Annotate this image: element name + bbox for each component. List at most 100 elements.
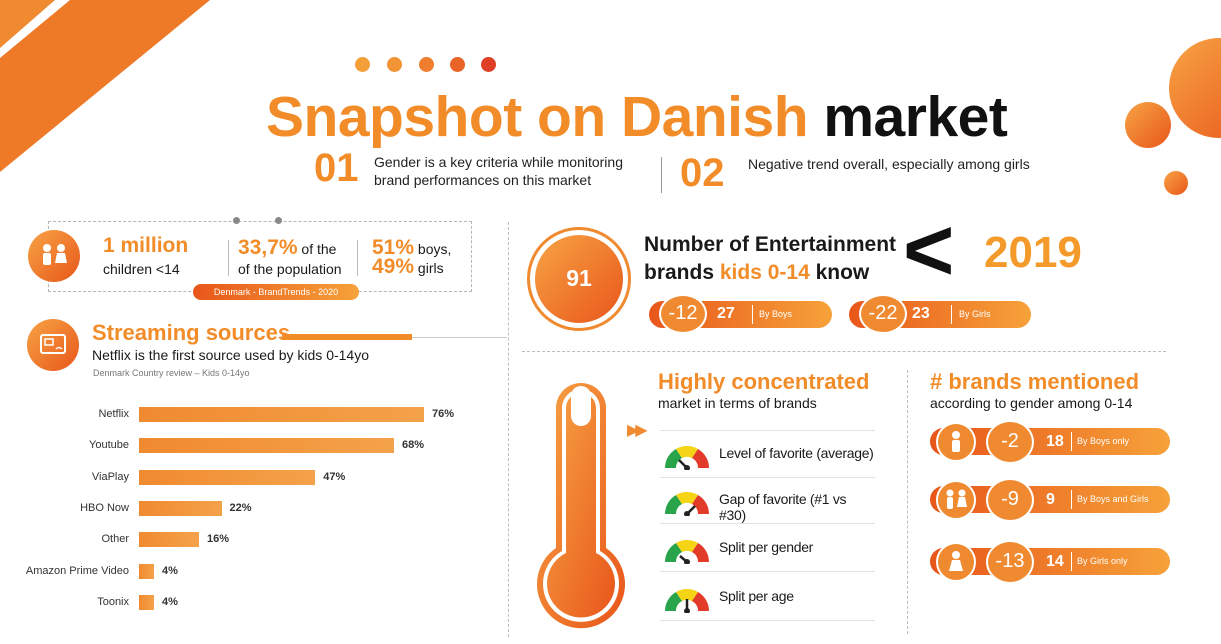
bar-value-label: 47% bbox=[323, 470, 346, 483]
bar-value-label: 4% bbox=[162, 564, 178, 577]
children-label: children <14 bbox=[103, 261, 180, 277]
bar-value-label: 22% bbox=[229, 501, 252, 514]
girls-label: By Girls bbox=[959, 309, 991, 319]
population-label: of the population bbox=[238, 261, 342, 277]
bar bbox=[139, 594, 154, 610]
concentrated-subtitle: market in terms of brands bbox=[658, 395, 817, 411]
brand-label: By Boys and Girls bbox=[1077, 494, 1149, 504]
boys-percent: 51% bbox=[372, 236, 415, 259]
divider bbox=[357, 240, 358, 276]
boy-icon bbox=[936, 422, 976, 462]
title-part-orange: Snapshot on Danish bbox=[266, 85, 809, 149]
decor-circle-small bbox=[1164, 171, 1188, 195]
section-separator bbox=[907, 370, 908, 634]
bar-category-label: Youtube bbox=[89, 439, 129, 452]
bar-category-label: Amazon Prime Video bbox=[25, 564, 129, 577]
girls-word: girls bbox=[414, 260, 444, 276]
brand-delta: -2 bbox=[1001, 430, 1019, 452]
girls-delta: -22 bbox=[868, 302, 898, 324]
line2-c: know bbox=[809, 261, 870, 284]
streaming-title-underline bbox=[282, 334, 412, 340]
streaming-title-line bbox=[412, 337, 507, 338]
streaming-subtitle: Netflix is the first source used by kids… bbox=[92, 347, 370, 363]
brand-value: 18 bbox=[1046, 433, 1064, 450]
gauge-icon bbox=[665, 540, 709, 564]
boys-label: By Boys bbox=[759, 309, 793, 319]
population-stat: 33,7% of the bbox=[238, 236, 336, 260]
entertainment-line2: brands kids 0-14 know bbox=[644, 261, 869, 285]
boys-word: boys, bbox=[414, 241, 452, 257]
bar bbox=[139, 438, 394, 454]
brand-label: By Boys only bbox=[1077, 436, 1130, 446]
bar bbox=[139, 500, 222, 516]
less-than-symbol: < bbox=[903, 200, 955, 299]
pill-divider bbox=[1071, 432, 1072, 451]
point-number-02: 02 bbox=[680, 151, 725, 195]
gauge-icon bbox=[665, 589, 709, 613]
decor-dot bbox=[419, 57, 434, 72]
concentrated-title: Highly concentrated bbox=[658, 369, 870, 394]
decor-dot bbox=[355, 57, 370, 72]
girls-stat: 49% girls bbox=[372, 255, 444, 279]
line2-a: brands bbox=[644, 261, 720, 284]
bar-category-label: HBO Now bbox=[80, 501, 129, 514]
streaming-source: Denmark Country review – Kids 0-14yo bbox=[93, 368, 250, 378]
decor-dot bbox=[481, 57, 496, 72]
brand-delta: -9 bbox=[1001, 488, 1019, 510]
arrows-icon: ▶▶ bbox=[627, 422, 648, 439]
point-01-line1: Gender is a key criteria while monitorin… bbox=[374, 154, 623, 170]
pill-divider bbox=[951, 305, 952, 324]
gauge-row-gap: Gap of favorite (#1 vs #30) bbox=[660, 478, 875, 524]
gauge-icon bbox=[665, 446, 709, 470]
bar-value-label: 76% bbox=[432, 408, 455, 420]
bar bbox=[139, 563, 154, 579]
gauge-row-gender: Split per gender bbox=[660, 526, 875, 572]
stats-source-badge: Denmark - BrandTrends - 2020 bbox=[193, 284, 359, 300]
brand-count-number: 91 bbox=[566, 265, 592, 291]
point-01-line2: brand performances on this market bbox=[374, 172, 592, 188]
brand-count-ring bbox=[527, 227, 631, 331]
brand-value: 14 bbox=[1046, 553, 1064, 570]
bar-category-label: Toonix bbox=[97, 595, 129, 608]
gauge-row-favorite: Level of favorite (average) bbox=[660, 432, 875, 478]
divider bbox=[228, 240, 229, 276]
pill-divider bbox=[1071, 552, 1072, 571]
bar bbox=[139, 407, 424, 422]
gauge-label: Split per gender bbox=[719, 539, 814, 555]
bar bbox=[139, 532, 199, 548]
section-separator bbox=[508, 222, 509, 637]
boys-delta-circle bbox=[659, 294, 707, 334]
girls-delta-circle bbox=[859, 294, 907, 334]
streaming-bar-chart: Netflix 76% Youtube 68% ViaPlay 47% HBO Now 22%… bbox=[0, 400, 500, 620]
bar-category-label: Netflix bbox=[98, 408, 129, 420]
streaming-title: Streaming sources bbox=[92, 320, 291, 345]
population-of: of the bbox=[297, 241, 337, 257]
comparison-year: 2019 bbox=[984, 228, 1082, 277]
boys-stat: 51% boys, bbox=[372, 236, 451, 260]
brand-value: 9 bbox=[1046, 491, 1055, 508]
decor-circle-large bbox=[1169, 38, 1221, 138]
gauge-row-age: Split per age bbox=[660, 575, 875, 621]
point-text-01: Gender is a key criteria while monitorin… bbox=[374, 153, 623, 189]
bar-value-label: 16% bbox=[207, 533, 230, 546]
entertainment-line1: Number of Entertainment bbox=[644, 233, 897, 256]
delta-circle bbox=[986, 420, 1034, 464]
boys-delta: -12 bbox=[668, 302, 698, 324]
pill-divider bbox=[752, 305, 753, 324]
concentrated-line bbox=[660, 430, 875, 431]
children-icon bbox=[28, 230, 80, 282]
girls-value: 23 bbox=[912, 305, 930, 322]
gauge-label: Level of favorite (average) bbox=[719, 445, 874, 461]
section-separator bbox=[522, 351, 1166, 352]
divider bbox=[661, 157, 662, 193]
bar bbox=[139, 469, 316, 485]
brand-row-both: -9 9 By Boys and Girls bbox=[930, 478, 1170, 522]
corner-stripes-decoration bbox=[0, 0, 210, 172]
page-title: Snapshot on Danish market bbox=[266, 84, 1008, 150]
decor-dot bbox=[450, 57, 465, 72]
stats-dot bbox=[233, 217, 240, 224]
title-part-dark: market bbox=[823, 85, 1008, 149]
boy-girl-icon bbox=[936, 480, 976, 520]
brand-row-boys: -2 18 By Boys only bbox=[930, 420, 1170, 464]
girl-icon bbox=[936, 542, 976, 582]
